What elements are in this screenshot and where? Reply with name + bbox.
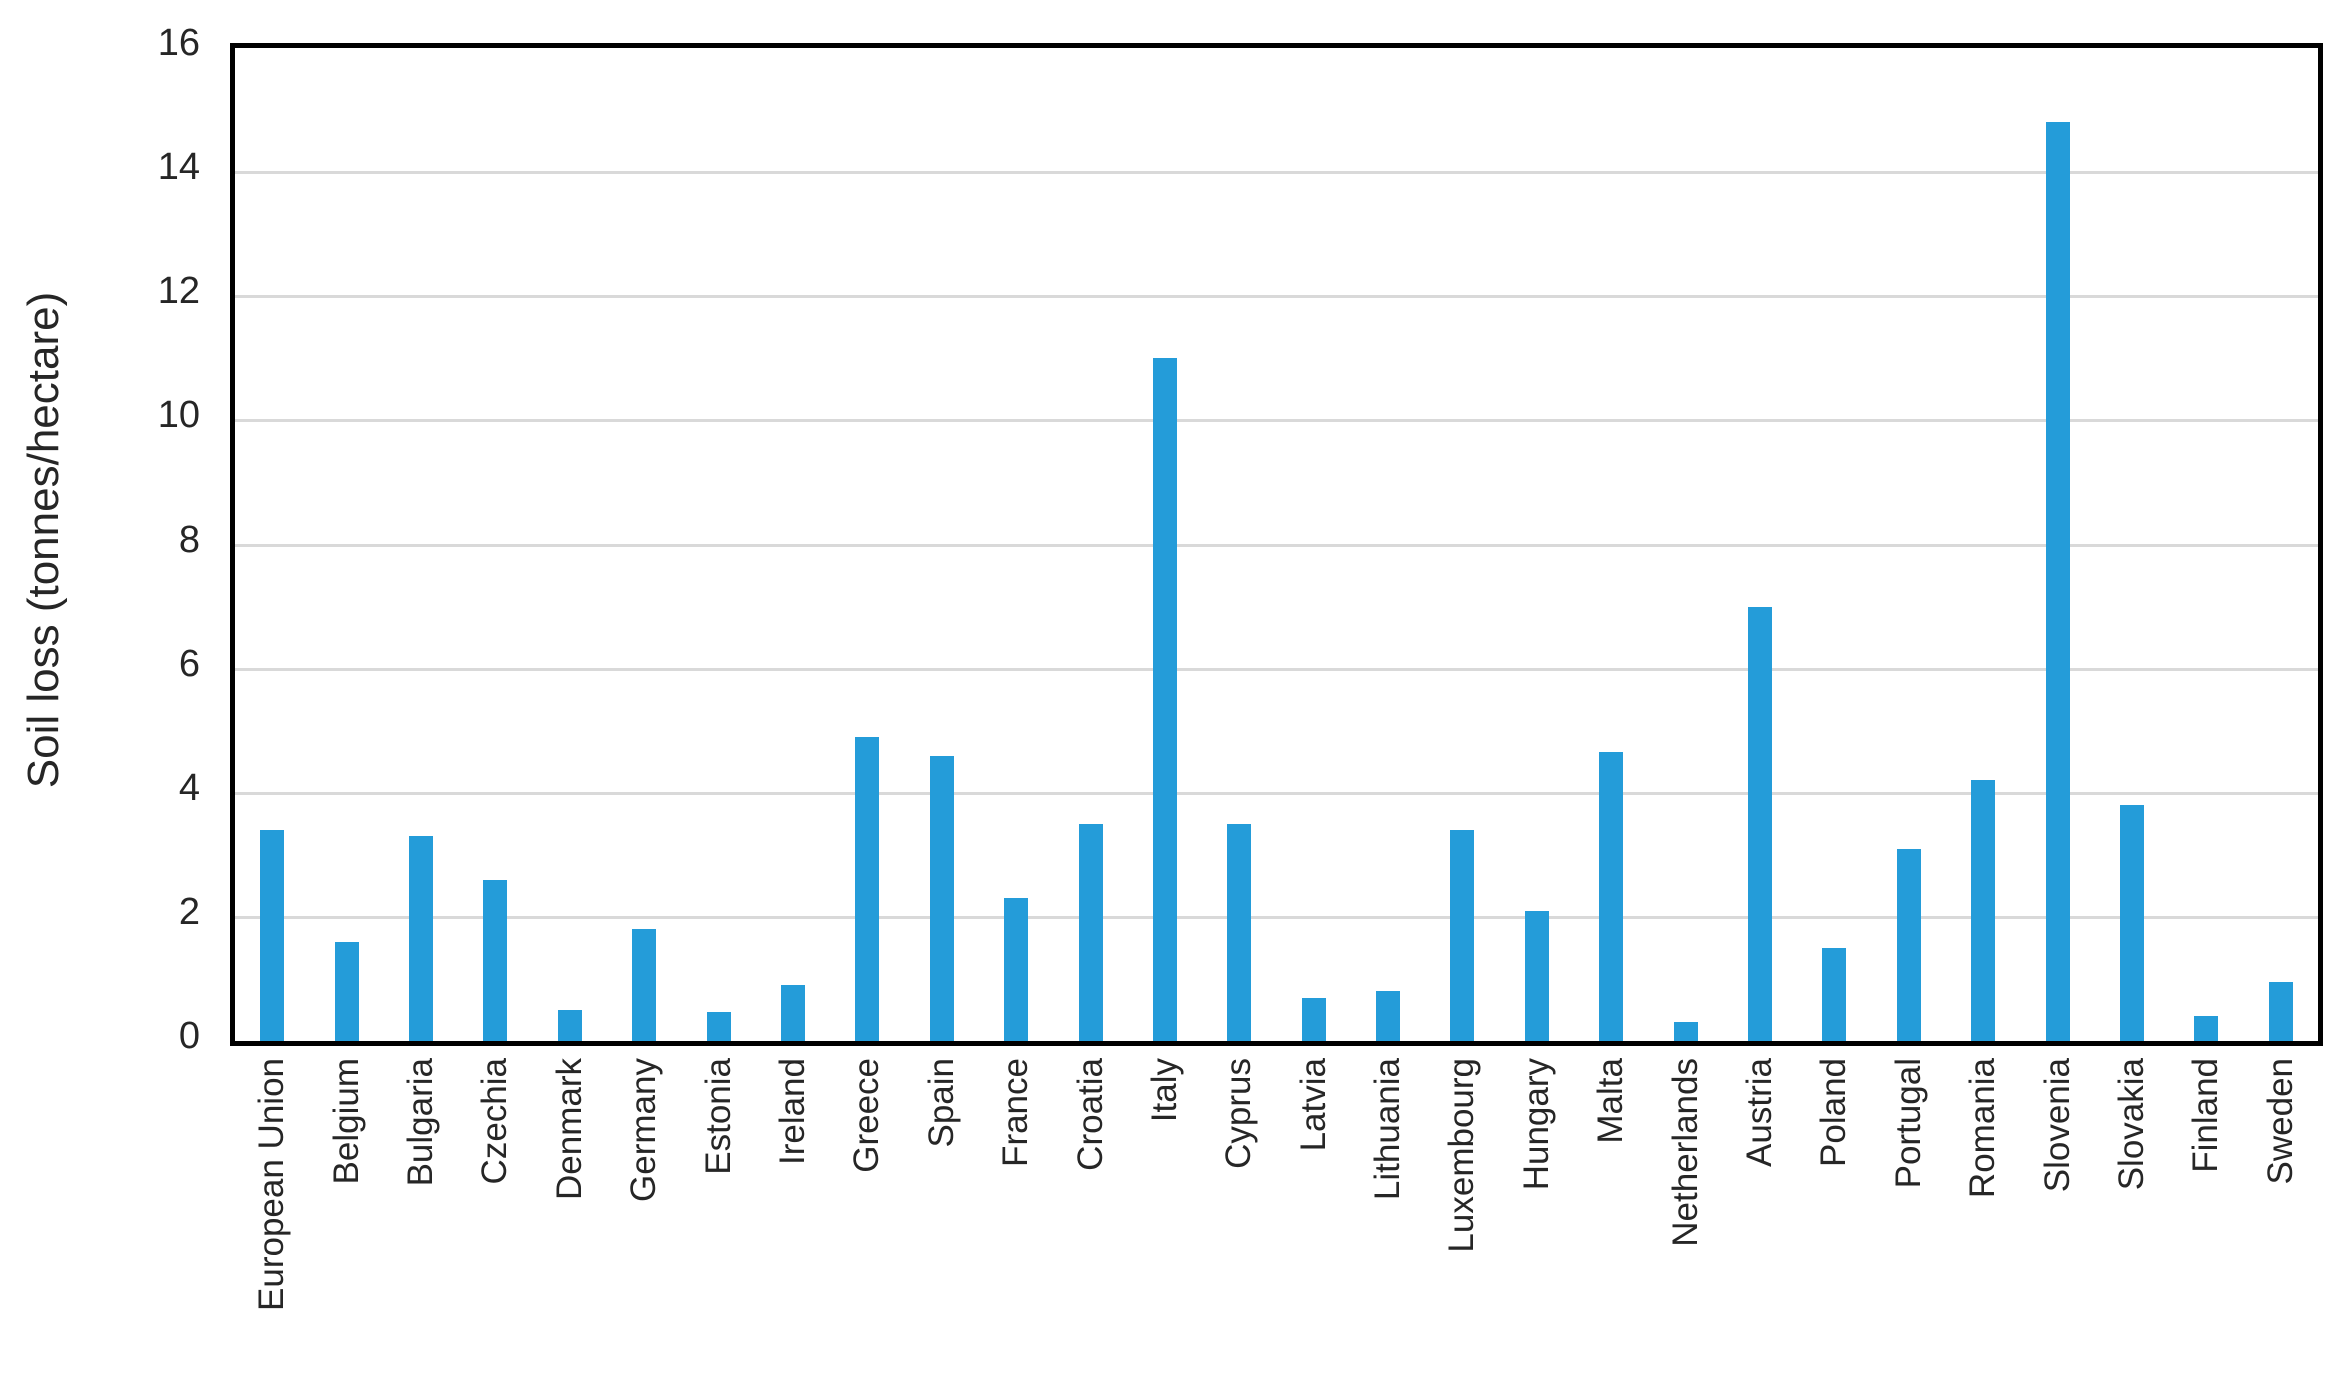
x-category-label-slovenia: Slovenia [2037,1058,2077,1193]
bar-germany [632,929,657,1041]
y-tick-label-2: 2 [178,890,200,933]
x-category-label-luxembourg: Luxembourg [1442,1058,1482,1253]
x-category-label-belgium: Belgium [326,1058,366,1185]
x-category-label-france: France [996,1058,1036,1167]
y-tick-label-6: 6 [178,642,200,685]
y-tick-label-14: 14 [157,146,200,189]
bar-czechia [483,879,508,1041]
y-tick-label-8: 8 [178,518,200,561]
bar-slovakia [2120,805,2145,1041]
x-category-label-romania: Romania [1963,1058,2003,1199]
x-category-label-finland: Finland [2186,1058,2226,1173]
bar-poland [1822,947,1847,1041]
bar-sweden [2268,982,2293,1041]
bar-portugal [1896,848,1921,1041]
y-tick-label-0: 0 [178,1015,200,1057]
x-category-label-cyprus: Cyprus [1219,1058,1259,1169]
bar-france [1004,898,1029,1041]
gridline-y-4 [235,791,2318,795]
x-category-label-denmark: Denmark [549,1058,589,1200]
y-tick-label-12: 12 [157,270,200,313]
x-category-label-netherlands: Netherlands [1665,1058,1705,1247]
bar-belgium [334,941,359,1041]
bar-ireland [780,985,805,1041]
plot-area [230,43,2323,1046]
bar-romania [1971,780,1996,1041]
bar-finland [2194,1016,2219,1041]
y-tick-label-4: 4 [178,766,200,809]
x-category-label-european-union: European Union [252,1058,292,1311]
bar-netherlands [1673,1022,1698,1041]
gridline-y-10 [235,419,2318,423]
x-category-label-hungary: Hungary [1516,1058,1556,1191]
gridline-y-14 [235,171,2318,175]
bar-luxembourg [1450,830,1475,1041]
x-category-label-croatia: Croatia [1070,1058,1110,1171]
y-tick-label-16: 16 [157,22,200,64]
x-category-label-greece: Greece [847,1058,887,1173]
bar-estonia [706,1011,731,1041]
bar-european-union [260,830,285,1041]
bar-lithuania [1376,991,1401,1041]
x-category-label-ireland: Ireland [772,1058,812,1166]
bar-cyprus [1227,823,1252,1041]
y-tick-label-10: 10 [157,394,200,437]
x-category-label-spain: Spain [921,1058,961,1148]
x-category-label-bulgaria: Bulgaria [400,1058,440,1187]
gridline-y-8 [235,543,2318,547]
bar-denmark [557,1009,582,1041]
bar-slovenia [2045,122,2070,1041]
x-category-label-latvia: Latvia [1293,1058,1333,1152]
bar-spain [929,755,954,1041]
bar-latvia [1301,997,1326,1041]
x-category-label-portugal: Portugal [1888,1058,1928,1189]
x-category-label-austria: Austria [1740,1058,1780,1167]
gridline-y-6 [235,667,2318,671]
gridline-y-2 [235,915,2318,919]
bar-croatia [1078,823,1103,1041]
bar-bulgaria [408,836,433,1041]
x-category-label-czechia: Czechia [475,1058,515,1185]
x-category-label-germany: Germany [624,1058,664,1202]
x-category-label-poland: Poland [1814,1058,1854,1167]
x-category-label-slovakia: Slovakia [2112,1058,2152,1191]
x-category-label-lithuania: Lithuania [1368,1058,1408,1201]
bar-greece [855,736,880,1041]
bar-hungary [1524,910,1549,1041]
x-category-label-malta: Malta [1591,1058,1631,1144]
bar-austria [1748,606,1773,1041]
x-category-label-sweden: Sweden [2260,1058,2300,1185]
bar-malta [1599,752,1624,1041]
bar-italy [1152,358,1177,1041]
x-category-label-italy: Italy [1144,1058,1184,1123]
gridline-y-12 [235,295,2318,299]
x-category-label-estonia: Estonia [698,1058,738,1175]
